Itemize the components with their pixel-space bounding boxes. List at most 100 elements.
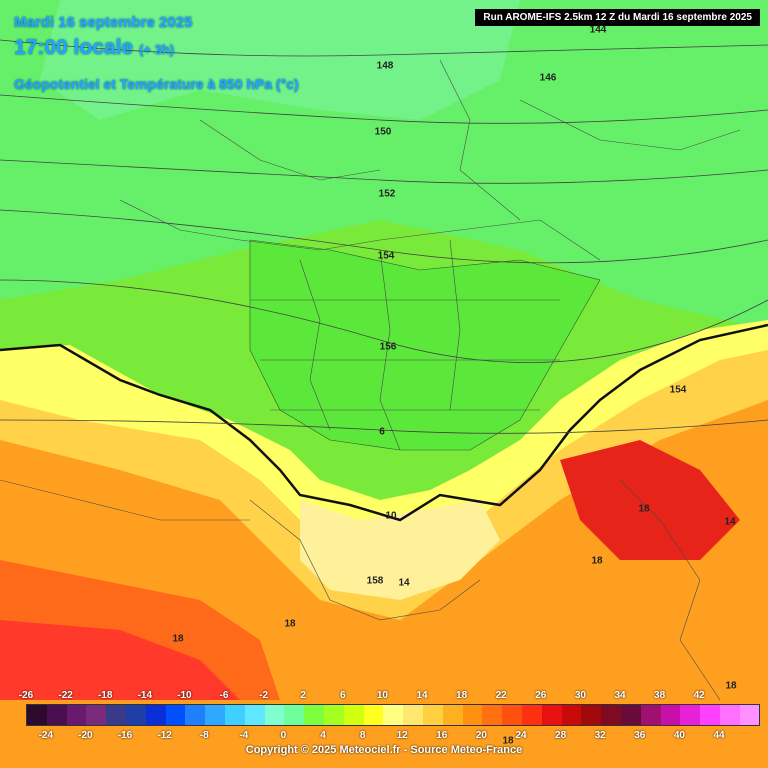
legend-swatch — [403, 705, 423, 725]
contour-label: 10 — [385, 510, 397, 522]
contour-label: 154 — [377, 250, 395, 262]
legend-tick: -18 — [97, 690, 113, 701]
legend-tick: -4 — [239, 730, 249, 741]
legend-tick: 26 — [535, 690, 547, 701]
legend-tick: 18 — [456, 690, 468, 701]
contour-label: 152 — [378, 188, 396, 200]
legend-swatch — [224, 705, 245, 725]
color-scale-legend — [26, 704, 761, 726]
contour-label: 154 — [669, 384, 687, 396]
legend-tick: 20 — [475, 730, 487, 741]
contour-label: 150 — [374, 126, 392, 138]
legend-swatch — [700, 705, 720, 725]
legend-swatch — [422, 705, 443, 725]
legend-tick: -26 — [18, 690, 34, 701]
legend-tick: 34 — [614, 690, 626, 701]
legend-tick: -16 — [117, 730, 133, 741]
legend-tick: 30 — [574, 690, 586, 701]
legend-swatch — [106, 705, 126, 725]
contour-label: 14 — [398, 577, 410, 589]
contour-label: 156 — [379, 341, 397, 353]
legend-tick: -22 — [58, 690, 73, 701]
legend-swatch — [343, 705, 364, 725]
legend-swatch — [27, 705, 47, 725]
legend-tick: 8 — [359, 730, 366, 741]
legend-tick: 24 — [515, 730, 527, 741]
legend-tick: -24 — [38, 730, 54, 741]
legend-tick: 2 — [300, 690, 306, 701]
legend-tick: 38 — [654, 690, 666, 701]
legend-tick: -14 — [137, 690, 153, 701]
legend-swatch — [502, 705, 522, 725]
legend-tick: -2 — [259, 690, 269, 701]
legend-tick: 10 — [376, 690, 388, 701]
legend-swatch — [363, 705, 384, 725]
legend-swatch — [66, 705, 87, 725]
legend-swatch — [264, 705, 285, 725]
legend-swatch — [284, 705, 305, 725]
legend-swatch — [462, 705, 483, 725]
map-field-title: Géopotentiel et Température à 850 hPa (°… — [14, 76, 299, 92]
legend-swatch — [680, 705, 701, 725]
contour-label: 18 — [502, 735, 514, 747]
legend-swatch — [541, 705, 562, 725]
legend-tick: 14 — [416, 690, 428, 701]
legend-tick: 12 — [396, 730, 408, 741]
contour-label: 144 — [589, 24, 607, 36]
map-date: Mardi 16 septembre 2025 — [14, 14, 193, 31]
legend-tick: 4 — [320, 730, 326, 741]
legend-swatch — [640, 705, 661, 725]
contour-label: 18 — [591, 555, 603, 567]
legend-tick: -12 — [157, 730, 172, 741]
contour-label: 18 — [638, 503, 650, 515]
contour-label: 148 — [376, 60, 394, 72]
legend-swatch — [719, 705, 740, 725]
copyright-notice: Copyright © 2025 Meteociel.fr - Source M… — [245, 744, 523, 756]
legend-tick: -6 — [219, 690, 229, 701]
legend-swatch — [561, 705, 582, 725]
legend-swatch — [620, 705, 641, 725]
time-label: 17:00 locale — [14, 36, 134, 59]
legend-swatch — [125, 705, 146, 725]
contour-label: 18 — [284, 618, 296, 630]
contour-label: 14 — [724, 516, 736, 528]
legend-swatch — [304, 705, 324, 725]
contour-label: 158 — [366, 575, 384, 587]
legend-swatch — [185, 705, 206, 725]
legend-swatch — [601, 705, 621, 725]
legend-tick: 44 — [713, 730, 725, 741]
contour-label: 18 — [725, 680, 737, 692]
legend-swatch — [739, 705, 760, 725]
legend-swatch — [46, 705, 67, 725]
lead-label: (+ 3h) — [139, 42, 175, 57]
legend-tick: 40 — [673, 730, 685, 741]
map-time: 17:00 locale (+ 3h) — [14, 36, 174, 60]
legend-swatch — [165, 705, 186, 725]
legend-tick: 6 — [340, 690, 346, 701]
legend-tick: 22 — [495, 690, 507, 701]
legend-tick: 36 — [634, 730, 646, 741]
legend-swatch — [660, 705, 681, 725]
legend-swatch — [521, 705, 542, 725]
legend-tick: 0 — [280, 730, 287, 741]
legend-swatch — [383, 705, 404, 725]
legend-swatch — [244, 705, 265, 725]
legend-swatch — [482, 705, 503, 725]
legend-tick: -10 — [177, 690, 192, 701]
legend-tick: -8 — [199, 730, 209, 741]
legend-swatch — [581, 705, 602, 725]
legend-swatch — [323, 705, 344, 725]
contour-label: 18 — [172, 633, 184, 645]
legend-tick: 28 — [555, 730, 567, 741]
legend-tick: 32 — [594, 730, 606, 741]
legend-tick: 42 — [693, 690, 705, 701]
legend-swatch — [442, 705, 463, 725]
legend-swatch — [145, 705, 166, 725]
legend-tick: -20 — [78, 730, 93, 741]
contour-label: 146 — [539, 72, 557, 84]
legend-tick: 16 — [436, 730, 448, 741]
legend-swatch — [205, 705, 225, 725]
legend-swatch — [86, 705, 107, 725]
